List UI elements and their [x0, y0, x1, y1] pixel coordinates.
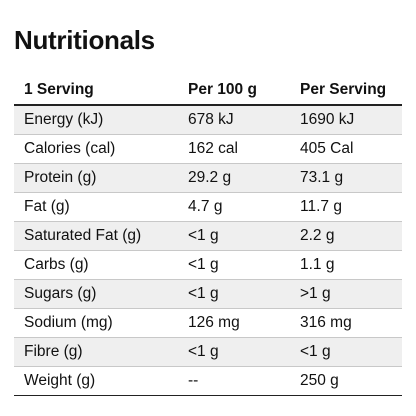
nutrient-name: Sugars (g): [14, 279, 178, 309]
page-title: Nutritionals: [14, 25, 155, 55]
per-100g-value: 678 kJ: [178, 105, 290, 135]
nutrient-name: Fat (g): [14, 192, 178, 222]
column-header-per-100g: Per 100 g: [178, 75, 290, 106]
per-100g-value: <1 g: [178, 337, 290, 367]
nutrient-name: Saturated Fat (g): [14, 221, 178, 251]
per-100g-value: --: [178, 366, 290, 396]
table-row: Carbs (g) <1 g 1.1 g: [14, 250, 402, 280]
table-row: Weight (g) -- 250 g: [14, 366, 402, 396]
column-header-serving: 1 Serving: [14, 75, 178, 106]
per-serving-value: 2.2 g: [290, 221, 402, 251]
per-serving-value: 1.1 g: [290, 250, 402, 280]
table-row: Sodium (mg) 126 mg 316 mg: [14, 308, 402, 338]
per-100g-value: <1 g: [178, 221, 290, 251]
per-100g-value: <1 g: [178, 250, 290, 280]
per-100g-value: <1 g: [178, 279, 290, 309]
per-100g-value: 4.7 g: [178, 192, 290, 222]
nutrient-name: Protein (g): [14, 163, 178, 193]
table-row: Energy (kJ) 678 kJ 1690 kJ: [14, 105, 402, 135]
per-100g-value: 29.2 g: [178, 163, 290, 193]
per-100g-value: 126 mg: [178, 308, 290, 338]
table-row: Sugars (g) <1 g >1 g: [14, 279, 402, 309]
per-serving-value: 316 mg: [290, 308, 402, 338]
table-row: Saturated Fat (g) <1 g 2.2 g: [14, 221, 402, 251]
table-row: Calories (cal) 162 cal 405 Cal: [14, 134, 402, 164]
header-row: 1 Serving Per 100 g Per Serving: [14, 75, 402, 106]
nutrient-name: Carbs (g): [14, 250, 178, 280]
table-body: Energy (kJ) 678 kJ 1690 kJ Calories (cal…: [14, 105, 402, 396]
per-100g-value: 162 cal: [178, 134, 290, 164]
table-row: Protein (g) 29.2 g 73.1 g: [14, 163, 402, 193]
column-header-per-serving: Per Serving: [290, 75, 402, 106]
per-serving-value: 11.7 g: [290, 192, 402, 222]
per-serving-value: 405 Cal: [290, 134, 402, 164]
nutrient-name: Fibre (g): [14, 337, 178, 367]
table-header: 1 Serving Per 100 g Per Serving: [14, 75, 402, 106]
per-serving-value: <1 g: [290, 337, 402, 367]
nutrient-name: Energy (kJ): [14, 105, 178, 135]
nutrient-name: Calories (cal): [14, 134, 178, 164]
per-serving-value: 73.1 g: [290, 163, 402, 193]
per-serving-value: 250 g: [290, 366, 402, 396]
nutrient-name: Sodium (mg): [14, 308, 178, 338]
nutrient-name: Weight (g): [14, 366, 178, 396]
per-serving-value: >1 g: [290, 279, 402, 309]
nutrition-table: 1 Serving Per 100 g Per Serving Energy (…: [14, 75, 402, 396]
per-serving-value: 1690 kJ: [290, 105, 402, 135]
table-row: Fat (g) 4.7 g 11.7 g: [14, 192, 402, 222]
table-row: Fibre (g) <1 g <1 g: [14, 337, 402, 367]
